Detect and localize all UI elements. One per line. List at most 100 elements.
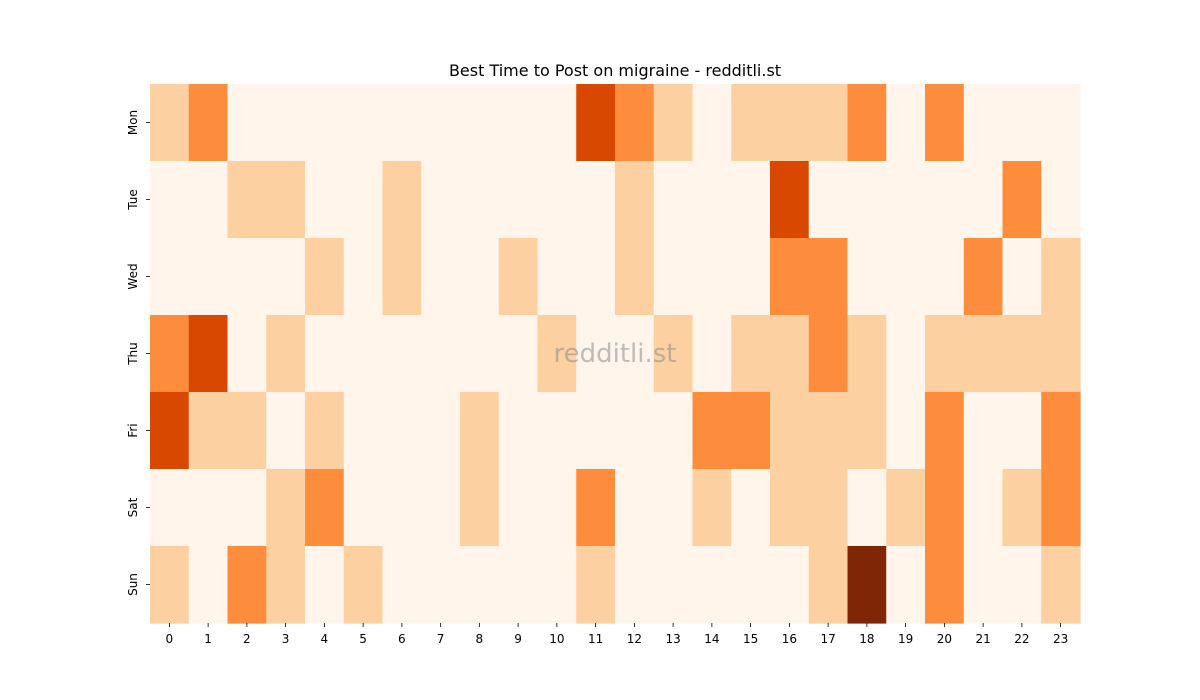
x-tick-label: 8	[476, 632, 484, 646]
heatmap-cell-wed-1	[188, 238, 229, 316]
heatmap-cell-wed-17	[808, 238, 849, 316]
heatmap-cell-mon-2	[227, 84, 267, 162]
heatmap-cell-wed-8	[460, 238, 500, 316]
heatmap-cell-tue-3	[266, 161, 306, 239]
heatmap-cell-sat-5	[343, 469, 384, 547]
heatmap-cell-mon-4	[305, 84, 345, 162]
heatmap-cell-sat-15	[731, 469, 771, 547]
x-tick-label: 17	[820, 632, 835, 646]
heatmap-cell-sun-15	[731, 546, 771, 624]
y-tick-label: Wed	[126, 263, 140, 289]
heatmap-cell-sat-23	[1041, 469, 1081, 547]
x-tick-label: 5	[359, 632, 367, 646]
heatmap-cell-fri-18	[847, 392, 887, 470]
heatmap-cell-tue-23	[1041, 161, 1081, 239]
heatmap-cell-sun-7	[421, 546, 461, 624]
x-tick-label: 23	[1053, 632, 1068, 646]
heatmap-cell-mon-22	[1002, 84, 1042, 162]
heatmap-cell-mon-5	[343, 84, 384, 162]
heatmap-cell-sat-12	[615, 469, 655, 547]
heatmap-cell-sat-11	[576, 469, 616, 547]
heatmap-cell-thu-18	[847, 315, 887, 393]
heatmap-cell-fri-22	[1002, 392, 1042, 470]
y-tick-label: Sun	[126, 573, 140, 596]
x-tick-label: 11	[588, 632, 603, 646]
y-tick-label: Thu	[126, 342, 140, 366]
x-tick-label: 15	[743, 632, 758, 646]
heatmap-cell-wed-21	[963, 238, 1004, 316]
x-axis-ticks: 0 1 2 3 4 5 6 7 8 9 10 11 12 13 14 15 16 17 18 19 20 21 22 23	[166, 623, 1068, 646]
heatmap-cell-thu-19	[886, 315, 926, 393]
heatmap-cell-tue-12	[615, 161, 655, 239]
heatmap-cell-fri-14	[692, 392, 732, 470]
heatmap-cell-mon-7	[421, 84, 461, 162]
heatmap-cell-tue-21	[963, 161, 1004, 239]
heatmap-cell-fri-3	[266, 392, 306, 470]
heatmap-cell-mon-9	[498, 84, 539, 162]
heatmap-cell-fri-7	[421, 392, 461, 470]
heatmap-cell-mon-12	[615, 84, 655, 162]
heatmap-cell-mon-1	[188, 84, 229, 162]
heatmap-cell-sat-4	[305, 469, 345, 547]
heatmap-cell-tue-8	[460, 161, 500, 239]
heatmap-cell-sun-11	[576, 546, 616, 624]
heatmap-cell-thu-23	[1041, 315, 1081, 393]
heatmap-cell-sun-1	[188, 546, 229, 624]
heatmap-cell-wed-12	[615, 238, 655, 316]
heatmap-cell-fri-2	[227, 392, 267, 470]
heatmap-cell-wed-11	[576, 238, 616, 316]
heatmap-cell-mon-21	[963, 84, 1004, 162]
heatmap-cell-tue-2	[227, 161, 267, 239]
heatmap-cell-sun-23	[1041, 546, 1081, 624]
heatmap-cell-tue-17	[808, 161, 849, 239]
x-tick-label: 4	[321, 632, 329, 646]
heatmap-cell-tue-6	[382, 161, 422, 239]
x-tick-label: 0	[166, 632, 174, 646]
heatmap-cell-mon-18	[847, 84, 887, 162]
x-tick-label: 2	[243, 632, 251, 646]
x-tick-label: 10	[549, 632, 564, 646]
heatmap-cell-sun-8	[460, 546, 500, 624]
heatmap-cell-sun-13	[653, 546, 694, 624]
heatmap-cell-fri-11	[576, 392, 616, 470]
watermark: redditli.st	[554, 339, 677, 369]
x-tick-label: 13	[665, 632, 680, 646]
heatmap-cell-fri-0	[150, 392, 190, 470]
heatmap-cell-fri-13	[653, 392, 694, 470]
heatmap-cell-sun-10	[537, 546, 577, 624]
heatmap-cell-sat-17	[808, 469, 849, 547]
heatmap-cell-sun-2	[227, 546, 267, 624]
x-tick-label: 21	[975, 632, 990, 646]
heatmap-cell-thu-12	[615, 315, 655, 393]
heatmap-cell-mon-17	[808, 84, 849, 162]
heatmap-cell-fri-9	[498, 392, 539, 470]
y-tick-label: Fri	[126, 423, 140, 437]
heatmap-cell-tue-7	[421, 161, 461, 239]
heatmap-cell-thu-2	[227, 315, 267, 393]
x-tick-label: 18	[859, 632, 874, 646]
y-tick-label: Mon	[126, 110, 140, 135]
heatmap-cell-sat-18	[847, 469, 887, 547]
heatmap-cell-sun-0	[150, 546, 190, 624]
x-tick-label: 19	[898, 632, 913, 646]
heatmap-cell-sun-5	[343, 546, 384, 624]
heatmap-cell-mon-6	[382, 84, 422, 162]
heatmap-cell-sun-21	[963, 546, 1004, 624]
heatmap-cell-wed-9	[498, 238, 539, 316]
heatmap-cell-sat-3	[266, 469, 306, 547]
heatmap-cell-tue-5	[343, 161, 384, 239]
heatmap-cell-sat-19	[886, 469, 926, 547]
x-tick-label: 16	[782, 632, 797, 646]
heatmap-cell-fri-4	[305, 392, 345, 470]
heatmap-cell-tue-10	[537, 161, 577, 239]
heatmap-cell-thu-15	[731, 315, 771, 393]
heatmap-cell-tue-15	[731, 161, 771, 239]
heatmap-cell-sat-8	[460, 469, 500, 547]
x-tick-label: 3	[282, 632, 290, 646]
heatmap-cell-fri-12	[615, 392, 655, 470]
heatmap-cell-sat-7	[421, 469, 461, 547]
heatmap-cell-mon-10	[537, 84, 577, 162]
heatmap-cell-wed-22	[1002, 238, 1042, 316]
heatmap-cell-wed-19	[886, 238, 926, 316]
heatmap-cell-fri-20	[925, 392, 965, 470]
